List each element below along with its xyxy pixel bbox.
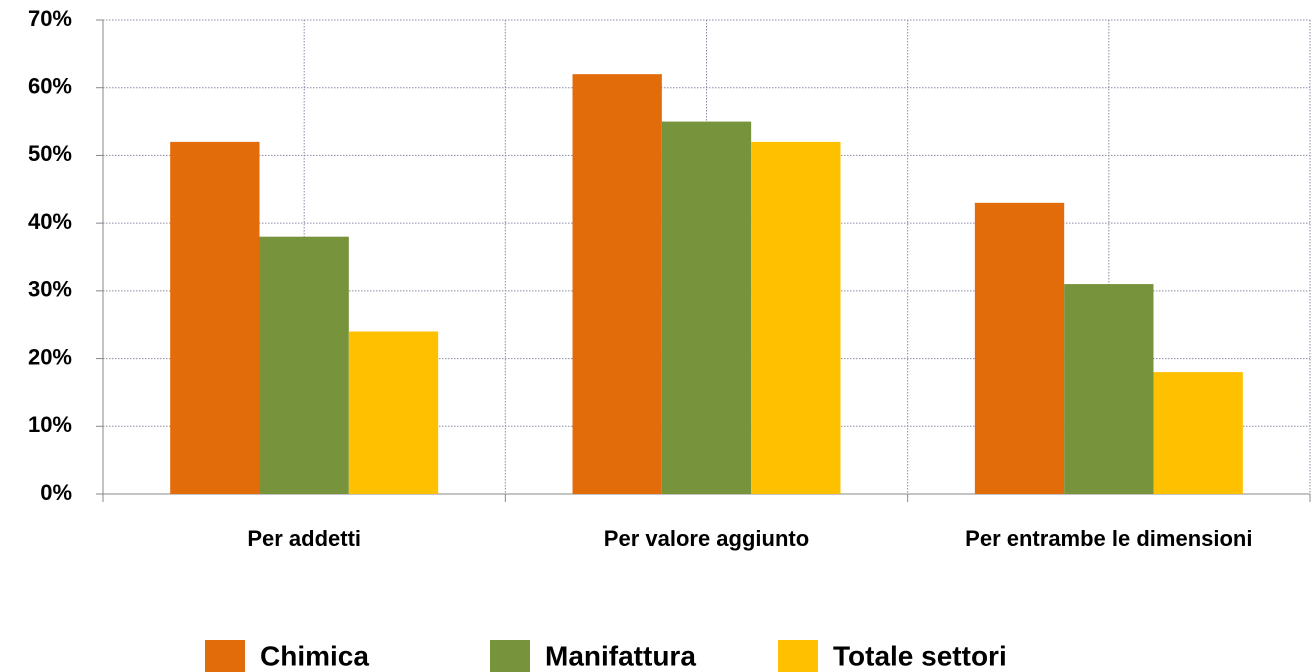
bar [1153,372,1243,494]
y-tick-label: 10% [28,412,72,437]
bar [572,74,662,495]
y-tick-label: 70% [28,6,72,31]
legend-label: Chimica [260,640,369,671]
x-tick-label: Per entrambe le dimensioni [965,526,1252,551]
legend-label: Manifattura [545,640,696,671]
x-tick-label: Per valore aggiunto [604,526,809,551]
bar [1064,284,1154,494]
y-tick-label: 20% [28,344,72,369]
legend-swatch [778,640,818,672]
y-tick-label: 0% [40,480,72,505]
y-tick-label: 40% [28,209,72,234]
bar [974,202,1065,495]
bar [170,141,260,494]
y-tick-label: 50% [28,141,72,166]
x-tick-label: Per addetti [247,526,361,551]
legend-label: Totale settori [833,640,1007,671]
legend-swatch [490,640,530,672]
y-tick-label: 60% [28,74,72,99]
legend-swatch [205,640,245,672]
bar [661,121,752,495]
bar [751,141,841,494]
bar [348,331,439,494]
bar [259,236,349,494]
y-tick-label: 30% [28,277,72,302]
